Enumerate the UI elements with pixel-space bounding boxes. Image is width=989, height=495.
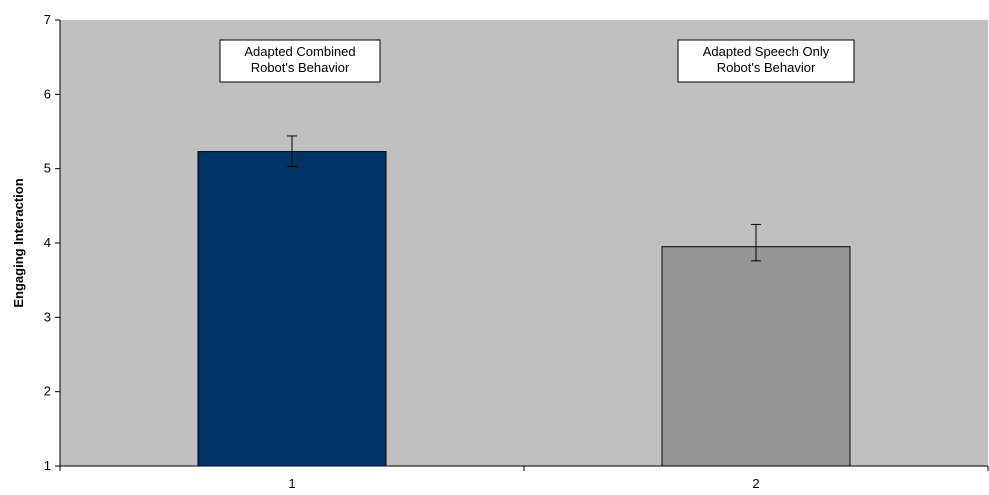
annotation-line: Robot's Behavior: [717, 60, 816, 75]
y-tick-label: 2: [44, 384, 51, 399]
bars: [197, 151, 851, 467]
x-tick-label: 1: [288, 476, 295, 491]
annotation-line: Adapted Combined: [244, 44, 355, 59]
annotation-frame: [677, 39, 855, 83]
x-tick-label: 2: [752, 476, 759, 491]
y-tick-label: 1: [44, 458, 51, 473]
y-axis-title: Engaging Interaction: [11, 178, 26, 307]
bar-2: [661, 246, 851, 467]
y-tick-label: 7: [44, 12, 51, 27]
bar-1: [197, 151, 387, 467]
y-tick-label: 4: [44, 235, 51, 250]
error-bars: [287, 135, 761, 262]
annotation-frame: [219, 39, 381, 83]
annotation-line: Adapted Speech Only: [703, 44, 830, 59]
y-tick-label: 3: [44, 309, 51, 324]
y-axis: 1 2 3 4 5 6 7: [44, 12, 61, 473]
annotation-line: Robot's Behavior: [251, 60, 350, 75]
y-tick-label: 6: [44, 86, 51, 101]
y-tick-label: 5: [44, 161, 51, 176]
